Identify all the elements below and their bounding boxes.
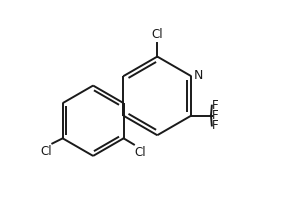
Text: F: F	[212, 109, 219, 122]
Text: Cl: Cl	[151, 29, 163, 41]
Text: F: F	[212, 99, 219, 112]
Text: N: N	[194, 69, 203, 82]
Text: Cl: Cl	[40, 145, 52, 158]
Text: F: F	[212, 119, 219, 132]
Text: Cl: Cl	[134, 146, 146, 159]
